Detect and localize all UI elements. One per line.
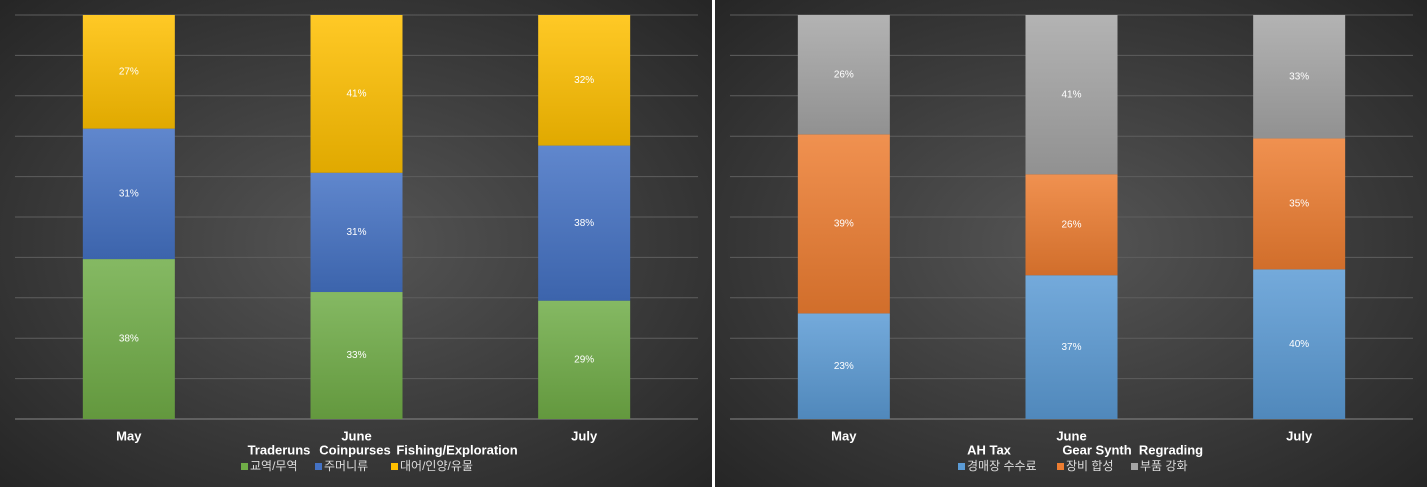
data-label: 23% bbox=[834, 361, 854, 372]
bar-segment bbox=[1253, 138, 1346, 270]
bar-segment bbox=[310, 15, 403, 173]
data-label: 38% bbox=[119, 334, 139, 345]
x-tick-label: May bbox=[831, 428, 857, 443]
bar-segment bbox=[82, 259, 175, 419]
legend-swatch bbox=[241, 463, 248, 470]
bar-segment bbox=[1253, 15, 1346, 139]
data-label: 27% bbox=[119, 66, 139, 77]
data-label: 41% bbox=[1061, 89, 1081, 100]
bar-segment bbox=[310, 292, 403, 419]
bar-segment bbox=[538, 15, 631, 146]
bar-segment bbox=[1253, 269, 1346, 419]
bar-segment bbox=[82, 128, 175, 260]
data-label: 31% bbox=[346, 227, 366, 238]
data-label: 33% bbox=[346, 350, 366, 361]
x-tick-label: July bbox=[1286, 428, 1313, 443]
annotation: Fishing/Exploration bbox=[396, 442, 517, 457]
data-label: 39% bbox=[834, 219, 854, 230]
data-label: 32% bbox=[574, 75, 594, 86]
data-label: 40% bbox=[1289, 339, 1309, 350]
legend-label: 부품 강화 bbox=[1140, 459, 1188, 473]
x-tick-label: May bbox=[116, 428, 142, 443]
bar-segment bbox=[797, 134, 890, 314]
bar-segment bbox=[1025, 275, 1118, 419]
bar-segment bbox=[1025, 174, 1118, 276]
x-tick-label: June bbox=[341, 428, 371, 443]
legend-label: 경매장 수수료 bbox=[967, 459, 1037, 473]
data-label: 33% bbox=[1289, 71, 1309, 82]
annotation: Traderuns bbox=[248, 442, 311, 457]
annotation: Gear Synth bbox=[1062, 442, 1131, 457]
bar-segment bbox=[310, 172, 403, 293]
legend-label: 주머니류 bbox=[324, 459, 368, 473]
data-label: 26% bbox=[834, 69, 854, 80]
legend-label: 교역/무역 bbox=[250, 459, 298, 473]
bar-segment bbox=[538, 300, 631, 419]
x-tick-label: July bbox=[571, 428, 598, 443]
annotation: AH Tax bbox=[967, 442, 1012, 457]
data-label: 41% bbox=[346, 89, 366, 100]
legend-swatch bbox=[315, 463, 322, 470]
bar-segment bbox=[82, 15, 175, 129]
data-label: 38% bbox=[574, 218, 594, 229]
bar-segment bbox=[797, 15, 890, 135]
data-label: 31% bbox=[119, 188, 139, 199]
bar-segment bbox=[797, 313, 890, 419]
legend-swatch bbox=[391, 463, 398, 470]
data-label: 26% bbox=[1061, 219, 1081, 230]
bar-segment bbox=[538, 145, 631, 301]
legend-swatch bbox=[1057, 463, 1064, 470]
x-tick-label: June bbox=[1056, 428, 1086, 443]
legend-swatch bbox=[958, 463, 965, 470]
bar-segment bbox=[1025, 15, 1118, 175]
data-label: 35% bbox=[1289, 199, 1309, 210]
annotation: Regrading bbox=[1139, 442, 1203, 457]
legend-swatch bbox=[1131, 463, 1138, 470]
data-label: 29% bbox=[574, 354, 594, 365]
legend-label: 대어/인양/유물 bbox=[400, 459, 473, 473]
legend-label: 장비 합성 bbox=[1066, 459, 1114, 473]
annotation: Coinpurses bbox=[319, 442, 391, 457]
data-label: 37% bbox=[1061, 342, 1081, 353]
